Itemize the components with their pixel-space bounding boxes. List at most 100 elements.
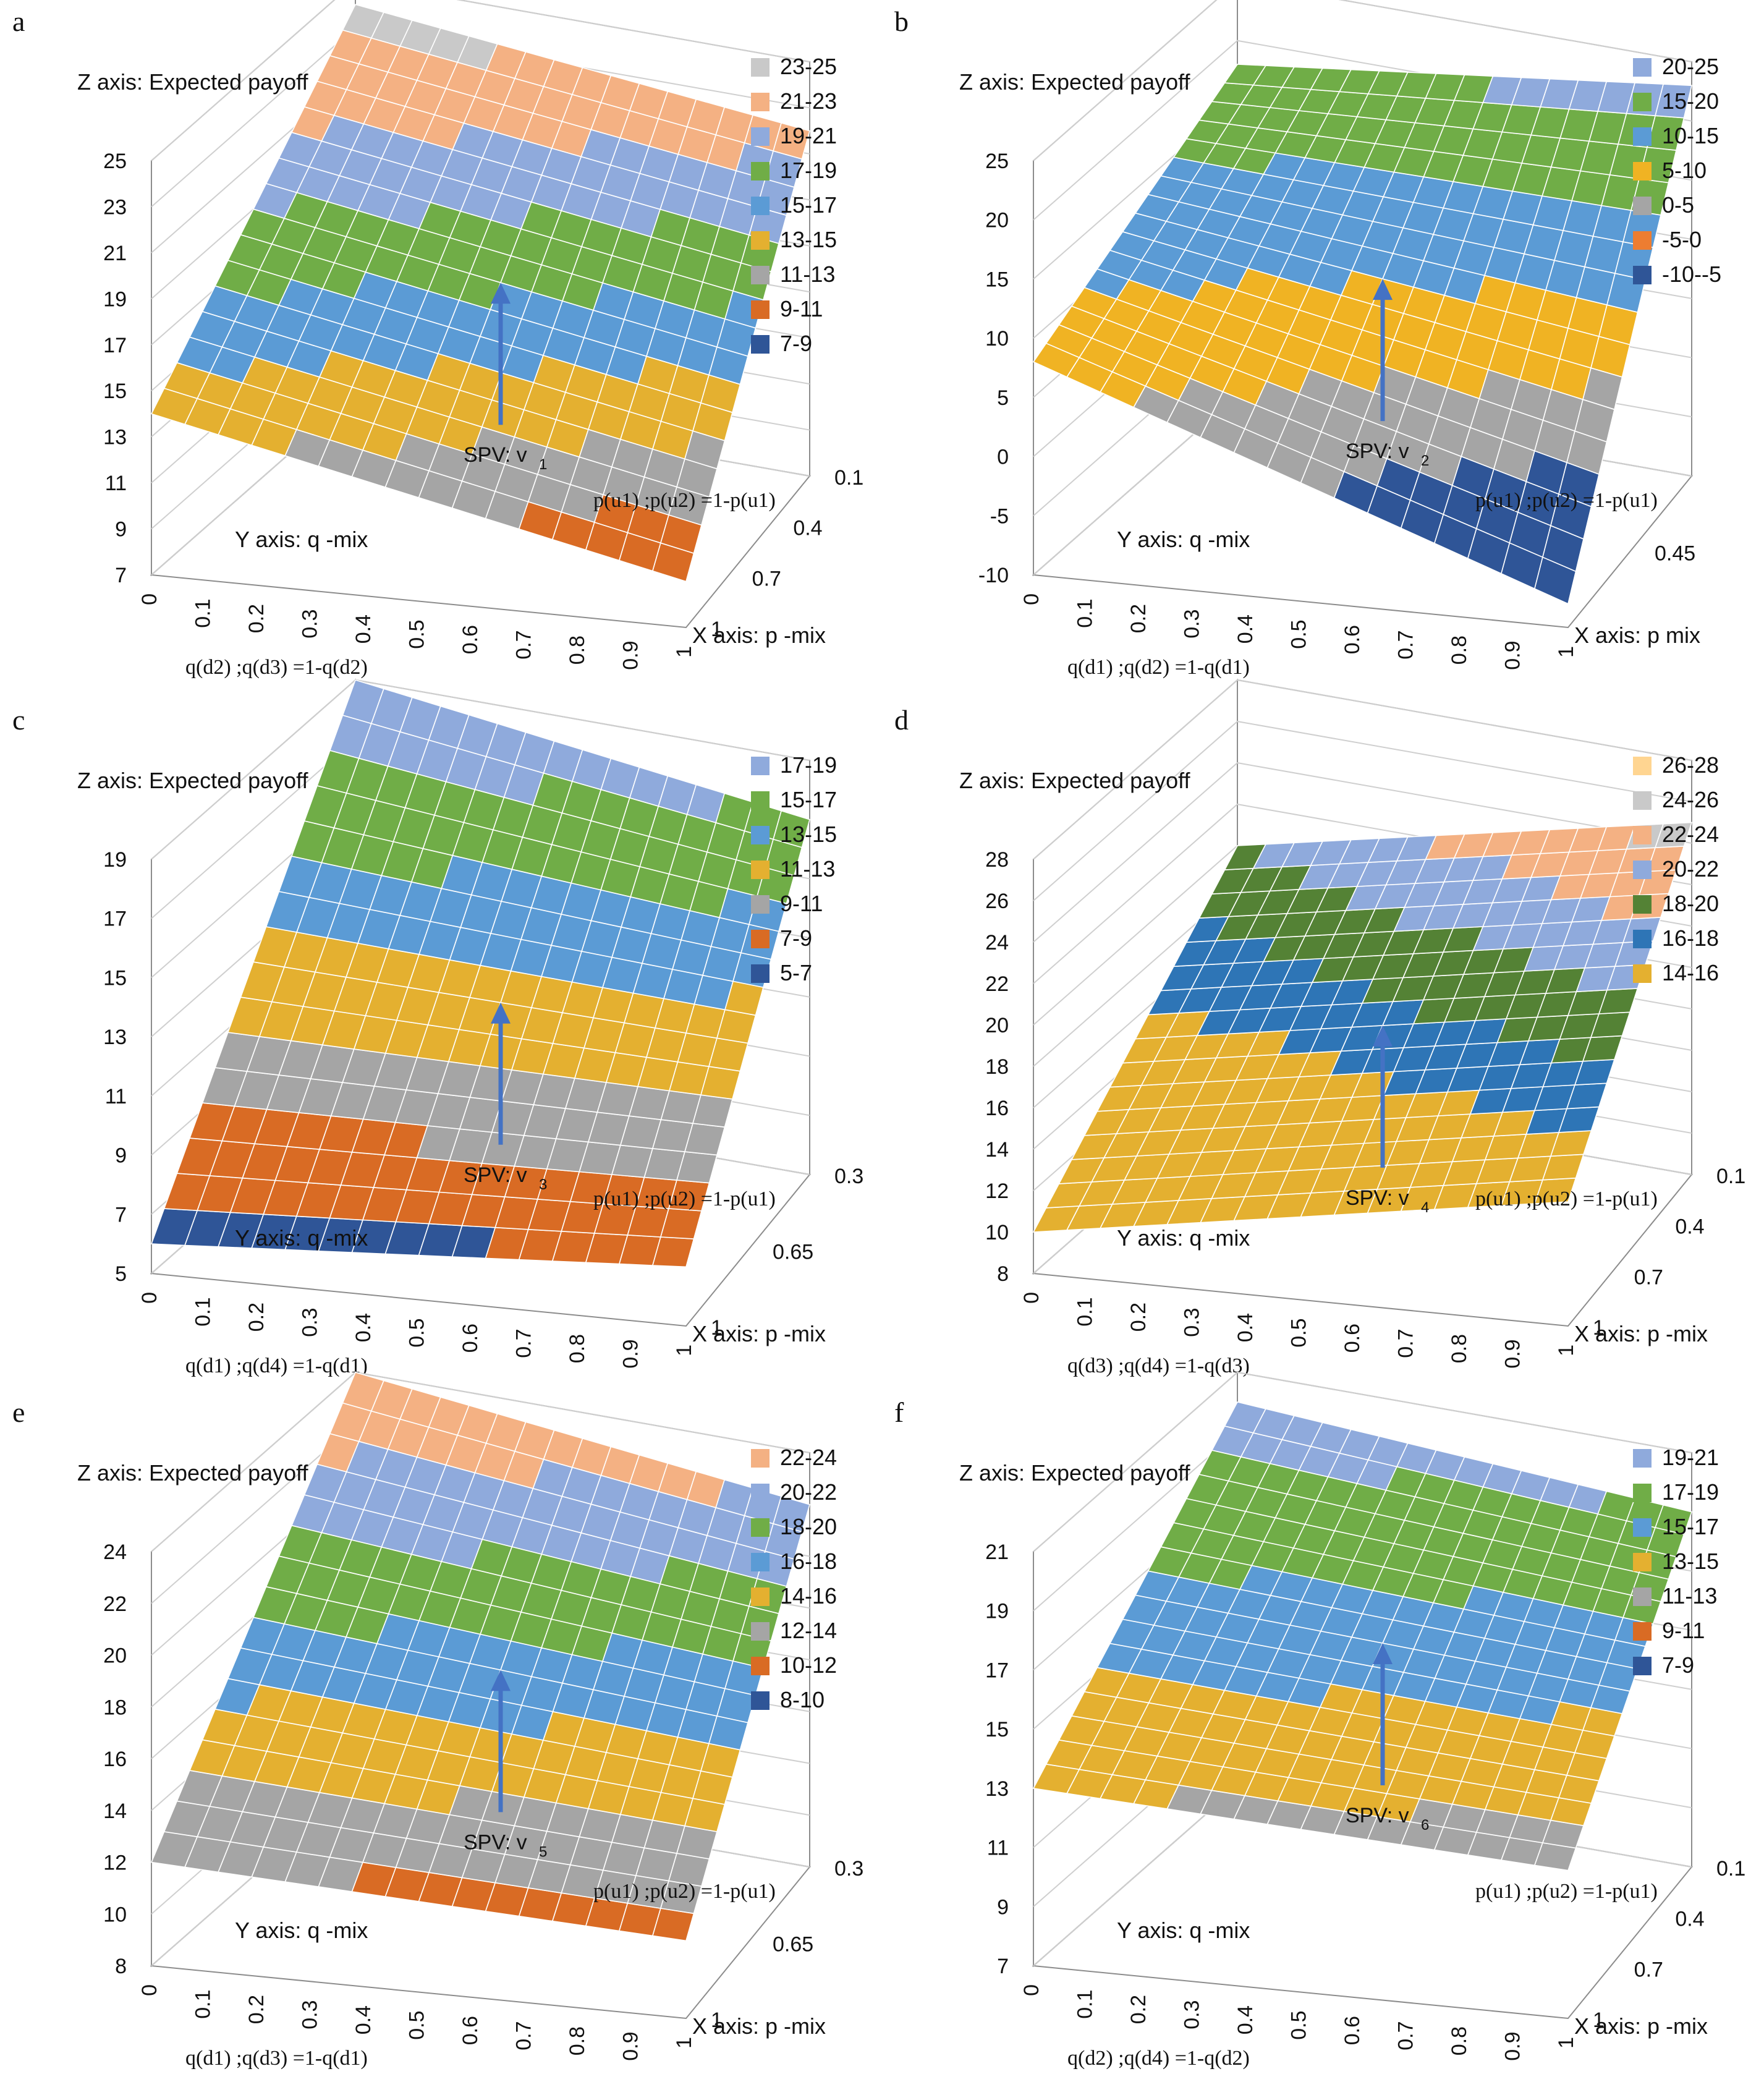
legend-label: 9-11 bbox=[780, 296, 823, 321]
spv-arrow-head bbox=[1373, 1025, 1393, 1047]
legend-swatch bbox=[1633, 1657, 1652, 1675]
x-tick-label: 0.7 bbox=[1634, 1265, 1663, 1289]
x-tick-label: 0.4 bbox=[1675, 1215, 1704, 1239]
legend-swatch bbox=[1633, 1553, 1652, 1571]
legend-label: 15-17 bbox=[1662, 1514, 1719, 1539]
legend-label: 10-12 bbox=[780, 1652, 837, 1678]
legend-swatch bbox=[751, 964, 770, 983]
legend-label: 16-18 bbox=[780, 1549, 837, 1574]
y-tick-label: 0.2 bbox=[1127, 1303, 1150, 1332]
legend-swatch bbox=[1633, 197, 1652, 215]
x-tick-label: 0.45 bbox=[1655, 542, 1695, 566]
legend-label: 8-10 bbox=[780, 1687, 825, 1712]
legend-swatch bbox=[1633, 266, 1652, 284]
z-tick-label: 16 bbox=[103, 1748, 127, 1771]
z-tick-label: 17 bbox=[985, 1659, 1009, 1682]
x-tick-label: 1 bbox=[711, 1316, 723, 1340]
legend-swatch bbox=[1633, 127, 1652, 146]
y-tick-label: 0.7 bbox=[1394, 2021, 1418, 2051]
legend-label: 10-15 bbox=[1662, 123, 1719, 148]
x-axis-title: X axis: p -mix bbox=[692, 1321, 826, 1346]
z-tick-label: 18 bbox=[103, 1696, 127, 1719]
z-tick-label: 13 bbox=[103, 426, 127, 449]
y-tick-label: 0.6 bbox=[1341, 2016, 1364, 2045]
z-tick-label: 19 bbox=[985, 1600, 1009, 1623]
z-tick-label: 11 bbox=[105, 1085, 127, 1108]
legend: 19-21 17-19 15-17 13-15 11-13 9-11 7-9 bbox=[1633, 1445, 1719, 1678]
surface-cell bbox=[651, 1908, 695, 1942]
gridline bbox=[151, 0, 810, 161]
legend-label: 19-21 bbox=[1662, 1445, 1719, 1470]
legend: 20-25 15-20 10-15 5-10 0-5 -5-0 -10--5 bbox=[1633, 54, 1721, 287]
legend-swatch bbox=[751, 58, 770, 77]
z-tick-label: 28 bbox=[985, 848, 1009, 872]
z-tick-label: 26 bbox=[985, 890, 1009, 913]
legend-swatch bbox=[751, 162, 770, 181]
spv-arrow-head bbox=[491, 1002, 511, 1024]
legend-swatch bbox=[751, 930, 770, 948]
z-tick-label: 15 bbox=[985, 1718, 1009, 1741]
z-tick-label: 10 bbox=[103, 1903, 127, 1926]
spv-subscript: 6 bbox=[1421, 1817, 1429, 1834]
x-formula: p(u1) ;p(u2) =1-p(u1) bbox=[1475, 1880, 1658, 1903]
legend-label: 22-24 bbox=[1662, 822, 1719, 847]
panel-letter: b bbox=[894, 6, 909, 37]
legend-label: 17-19 bbox=[780, 752, 837, 778]
legend-label: -5-0 bbox=[1662, 227, 1702, 252]
y-tick-label: 0.6 bbox=[459, 1324, 482, 1353]
legend-label: 22-24 bbox=[780, 1445, 837, 1470]
y-formula: q(d2) ;q(d4) =1-q(d2) bbox=[1067, 2047, 1250, 2070]
z-tick-label: 8 bbox=[997, 1262, 1009, 1286]
y-formula: q(d3) ;q(d4) =1-q(d3) bbox=[1067, 1354, 1250, 1377]
z-tick-label: 12 bbox=[103, 1851, 127, 1875]
y-tick-label: 0.3 bbox=[299, 2000, 322, 2029]
y-tick-label: 0.3 bbox=[299, 610, 322, 639]
legend-swatch bbox=[1633, 791, 1652, 810]
y-axis-title: Y axis: q -mix bbox=[235, 527, 368, 552]
y-tick-label: 1 bbox=[672, 646, 696, 658]
z-tick-label: 13 bbox=[985, 1777, 1009, 1801]
y-axis-title: Y axis: q -mix bbox=[1117, 1225, 1250, 1251]
y-tick-label: 0.9 bbox=[619, 641, 643, 670]
legend-swatch bbox=[1633, 895, 1652, 914]
z-tick-label: 22 bbox=[103, 1592, 127, 1616]
legend-swatch bbox=[1633, 1587, 1652, 1606]
x-formula: p(u1) ;p(u2) =1-p(u1) bbox=[1475, 1188, 1658, 1210]
y-tick-label: 0.5 bbox=[1287, 2011, 1311, 2040]
y-tick-label: 0.2 bbox=[245, 604, 268, 633]
x-tick-label: 0.3 bbox=[834, 1857, 863, 1881]
y-tick-label: 0.6 bbox=[1341, 625, 1364, 654]
x-tick-label: 0.1 bbox=[834, 466, 863, 490]
legend-swatch bbox=[751, 826, 770, 844]
z-axis-title: Z axis: Expected payoff bbox=[959, 1460, 1191, 1485]
y-axis-title: Y axis: q -mix bbox=[235, 1918, 368, 1943]
surface-cell bbox=[773, 122, 810, 160]
y-tick-label: 0.9 bbox=[1501, 641, 1525, 670]
legend-label: 18-20 bbox=[1662, 891, 1719, 916]
legend-label: 0-5 bbox=[1662, 192, 1694, 218]
z-tick-label: 8 bbox=[115, 1955, 127, 1978]
legend-label: 20-25 bbox=[1662, 54, 1719, 79]
spv-label: SPV: v bbox=[1346, 1804, 1409, 1827]
legend-label: 11-13 bbox=[780, 856, 835, 882]
legend-swatch bbox=[751, 1587, 770, 1606]
spv-subscript: 5 bbox=[539, 1843, 547, 1860]
spv-arrow-head bbox=[491, 1670, 511, 1691]
spv-subscript: 2 bbox=[1421, 453, 1429, 469]
z-tick-label: 9 bbox=[115, 1144, 127, 1168]
y-tick-label: 0 bbox=[1020, 1984, 1043, 1996]
panel-letter: e bbox=[12, 1396, 25, 1428]
legend-label: 7-9 bbox=[780, 331, 812, 356]
legend-label: 13-15 bbox=[780, 822, 837, 847]
y-tick-label: 0.8 bbox=[566, 1334, 589, 1363]
legend-label: 9-11 bbox=[780, 891, 823, 916]
surface bbox=[1032, 822, 1693, 1233]
y-tick-label: 0.6 bbox=[459, 2016, 482, 2045]
legend-label: 19-21 bbox=[780, 123, 837, 148]
x-tick-label: 1 bbox=[711, 2008, 723, 2032]
z-tick-label: 21 bbox=[103, 242, 127, 265]
y-formula: q(d1) ;q(d4) =1-q(d1) bbox=[185, 1354, 368, 1377]
y-tick-label: 0.9 bbox=[619, 2032, 643, 2061]
x-axis-title: X axis: p -mix bbox=[692, 2013, 826, 2039]
